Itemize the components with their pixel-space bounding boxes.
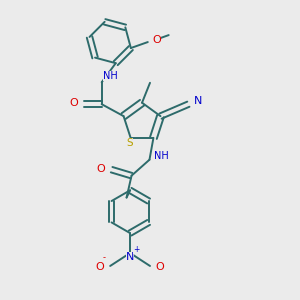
Text: +: + [133,244,139,253]
Text: O: O [69,98,78,108]
Text: N: N [194,96,202,106]
Text: N: N [126,252,134,262]
Text: O: O [156,262,164,272]
Text: O: O [96,262,105,272]
Text: S: S [126,138,133,148]
Text: NH: NH [103,71,118,81]
Text: O: O [96,164,105,174]
Text: O: O [152,35,161,45]
Text: -: - [103,254,106,262]
Text: NH: NH [154,151,169,161]
